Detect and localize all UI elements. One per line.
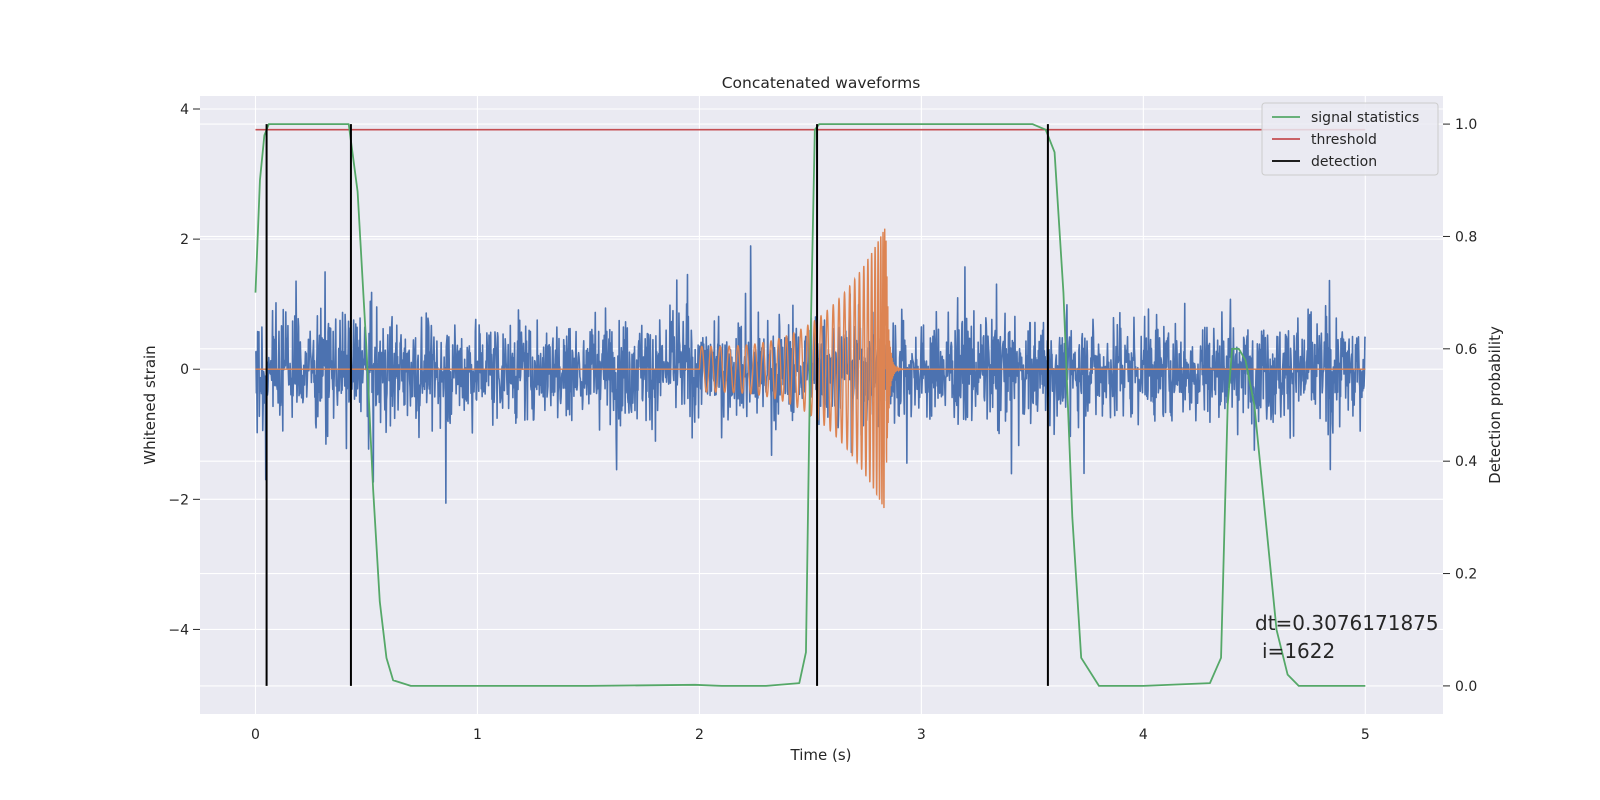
x-tick-label: 2 xyxy=(695,727,704,743)
y2-tick-label: 0.4 xyxy=(1455,454,1477,470)
x-tick-label: 3 xyxy=(917,727,926,743)
y2-tick-label: 0.2 xyxy=(1455,567,1477,583)
legend-label-threshold: threshold xyxy=(1311,132,1377,148)
y-tick-label: −2 xyxy=(168,492,189,508)
y2-tick-label: 1.0 xyxy=(1455,117,1477,133)
x-tick-label: 5 xyxy=(1361,727,1370,743)
y2-axis-label: Detection probability xyxy=(1486,326,1504,484)
plot-area xyxy=(254,123,1367,687)
legend: signal statistics threshold detection xyxy=(1261,102,1439,176)
legend-label-detection: detection xyxy=(1311,154,1377,170)
y-tick-label: −4 xyxy=(168,622,189,638)
x-axis-label: Time (s) xyxy=(790,746,852,764)
signal-statistics-line xyxy=(254,123,1366,687)
legend-box xyxy=(1261,102,1439,176)
y2-tick-label: 0.6 xyxy=(1455,342,1477,358)
x-tick-label: 4 xyxy=(1139,727,1148,743)
y-tick-label: 4 xyxy=(180,102,189,118)
annotation-index: i=1622 xyxy=(1262,639,1335,663)
x-tick-label: 0 xyxy=(251,727,260,743)
axes: 0 1 2 3 4 5 −4 −2 0 2 4 0.0 0.2 0.4 0.6 0.8 1.0 xyxy=(168,102,1477,743)
y-tick-label: 0 xyxy=(180,362,189,378)
chart-title: Concatenated waveforms xyxy=(722,74,921,92)
y2-tick-label: 0.8 xyxy=(1455,229,1477,245)
annotation-dt: dt=0.3076171875 xyxy=(1255,611,1439,635)
y-tick-label: 2 xyxy=(180,232,189,248)
x-tick-label: 1 xyxy=(473,727,482,743)
y2-tick-label: 0.0 xyxy=(1455,679,1477,695)
y-axis-label: Whitened strain xyxy=(141,345,159,464)
template-series-line xyxy=(255,228,1366,509)
legend-label-signal-statistics: signal statistics xyxy=(1311,110,1419,126)
